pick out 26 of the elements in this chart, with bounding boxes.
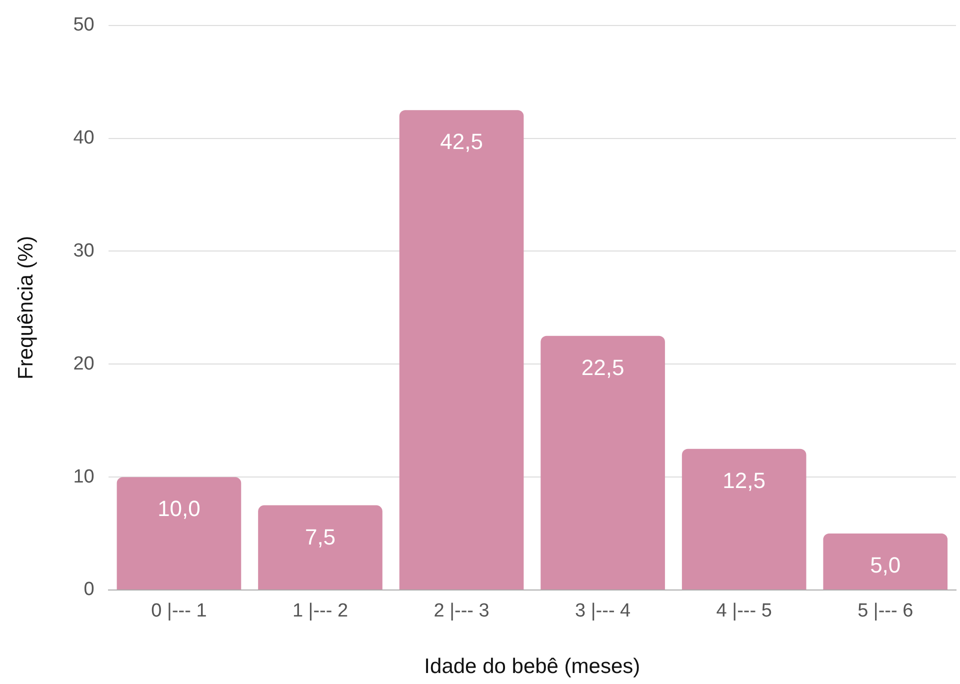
data-label: 22,5 — [581, 354, 624, 380]
bar — [258, 505, 382, 590]
y-tick-label: 50 — [73, 14, 94, 36]
bar — [823, 534, 948, 590]
x-tick-label: 0 |--- 1 — [151, 600, 207, 622]
bar — [399, 110, 524, 590]
bar — [682, 448, 806, 590]
data-label: 42,5 — [440, 129, 483, 154]
y-tick-label: 40 — [73, 128, 94, 149]
x-tick-label: 2 |--- 3 — [434, 600, 490, 622]
y-tick-label: 10 — [73, 466, 94, 488]
x-axis-title: Idade do bebê (meses) — [424, 655, 640, 678]
y-tick-label: 20 — [73, 353, 94, 374]
data-label: 5,0 — [870, 552, 901, 578]
y-tick-label: 0 — [84, 579, 94, 600]
x-tick-label: 1 |--- 2 — [292, 600, 348, 622]
data-label: 12,5 — [722, 468, 766, 493]
bar — [116, 477, 242, 590]
x-tick-label: 5 |--- 6 — [858, 600, 914, 622]
x-tick-label: 4 |--- 5 — [716, 600, 772, 622]
data-label: 10,0 — [158, 496, 200, 522]
bar — [540, 336, 665, 590]
data-label: 7,5 — [304, 524, 336, 550]
y-tick-label: 30 — [73, 240, 94, 262]
y-axis-title: Frequência (%) — [14, 236, 38, 380]
x-tick-label: 3 |--- 4 — [575, 600, 632, 622]
